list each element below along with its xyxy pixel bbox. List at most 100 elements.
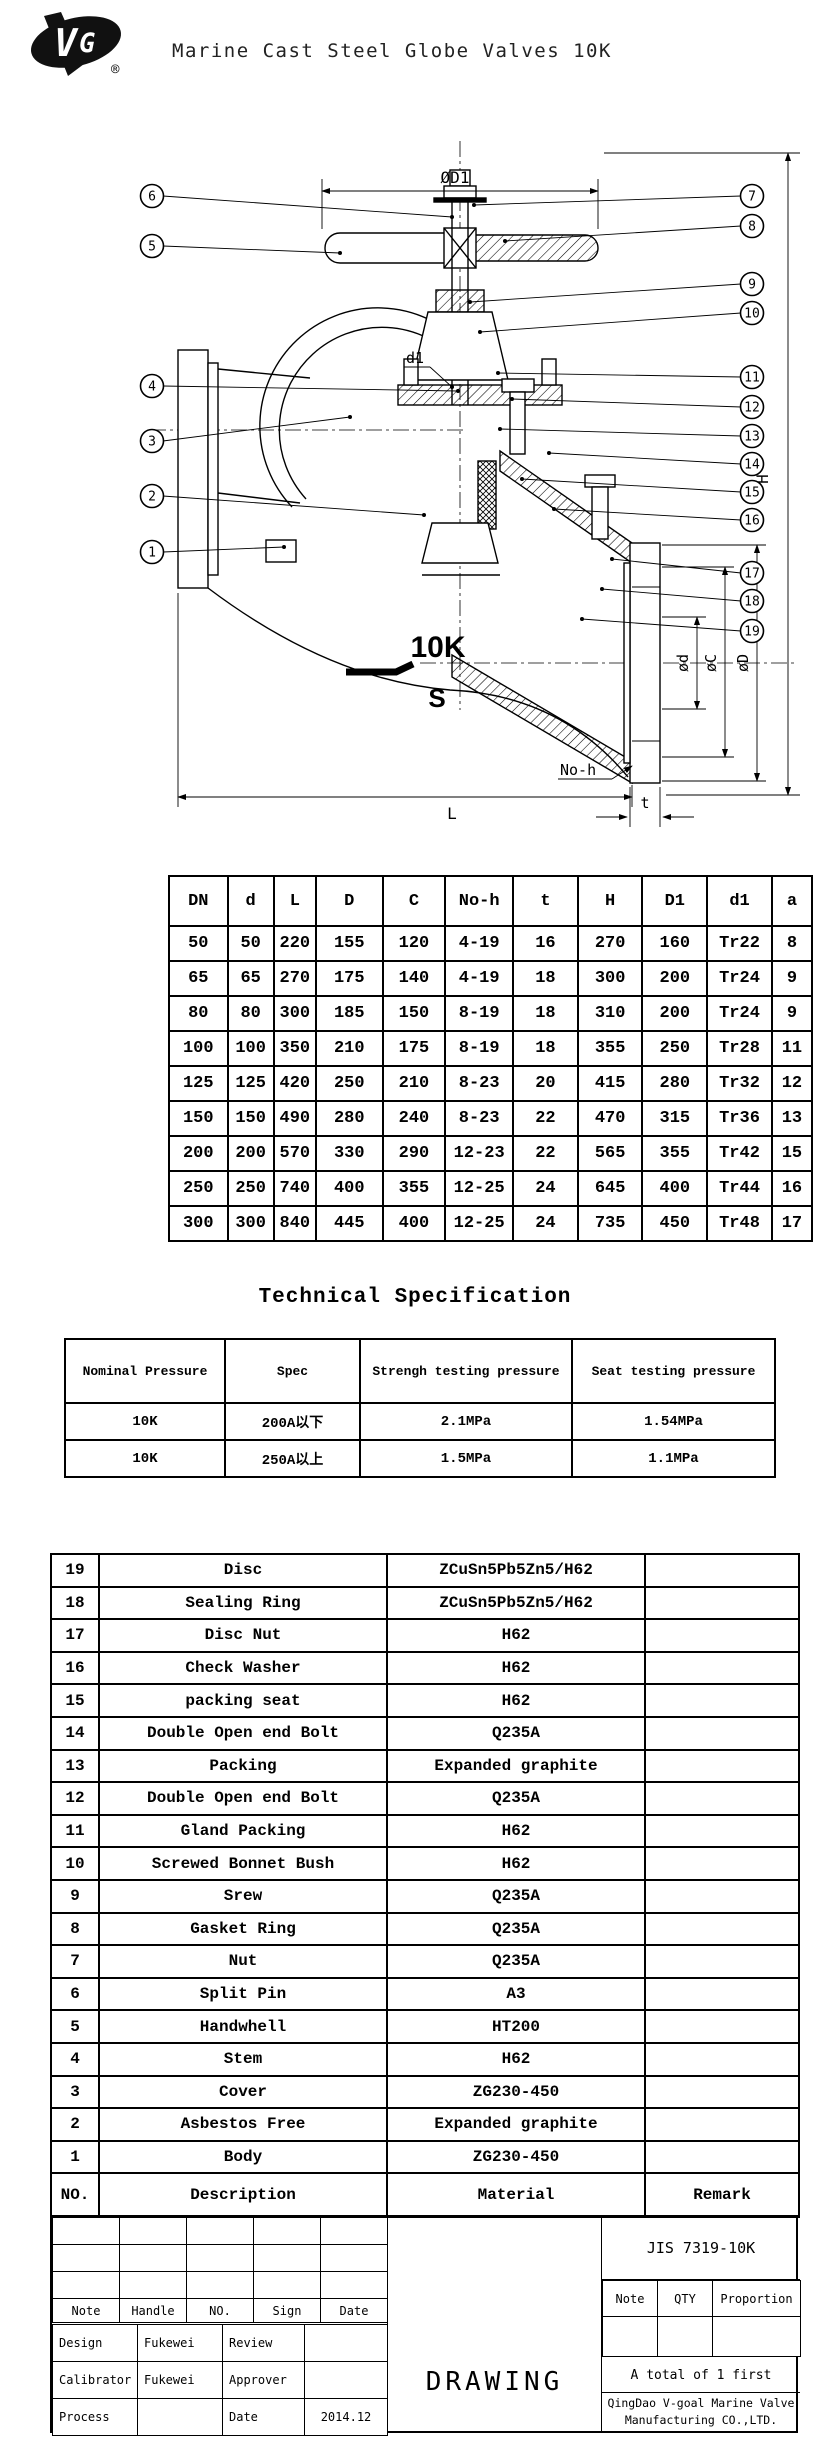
- svg-text:5: 5: [148, 240, 156, 255]
- cell: 16: [512, 925, 579, 962]
- company-line-2: Manufacturing CO.,LTD.: [624, 2413, 778, 2427]
- signature-row: Design Fukewei Review: [52, 2324, 388, 2362]
- cell: H62: [386, 1683, 646, 1718]
- callout-16: 16: [552, 507, 765, 533]
- tech-spec-row: 10K 250A以上 1.5MPa 1.1MPa: [64, 1439, 776, 1478]
- cell: 18: [512, 1030, 579, 1067]
- cell: 125: [168, 1065, 229, 1102]
- cell: 1.5MPa: [359, 1439, 573, 1478]
- dimension-header-row: DN d L D C No-h t H D1 d1 a: [168, 875, 814, 927]
- cell: 280: [314, 1100, 384, 1137]
- cell: Review: [222, 2324, 305, 2362]
- standard-label: JIS 7319-10K: [602, 2217, 800, 2280]
- cell: ZCuSn5Pb5Zn5/H62: [386, 1585, 646, 1621]
- header-cell: a: [770, 875, 814, 927]
- cell: 16: [50, 1650, 100, 1686]
- cell: 840: [272, 1205, 317, 1242]
- cell: 2: [50, 2107, 100, 2142]
- svg-text:3: 3: [148, 435, 156, 450]
- cell: Gland Packing: [98, 1813, 388, 1849]
- cell: [644, 1618, 800, 1653]
- cell: [186, 2271, 254, 2299]
- parts-row: 17 Disc Nut H62: [50, 1618, 800, 1653]
- cell: Check Washer: [98, 1650, 388, 1686]
- cell: 250: [226, 1170, 275, 1207]
- svg-text:11: 11: [744, 371, 760, 386]
- registered-mark: ®: [111, 62, 120, 78]
- cell: 250: [641, 1030, 709, 1067]
- parts-row: 11 Gland Packing H62: [50, 1813, 800, 1849]
- cell: 400: [381, 1205, 447, 1242]
- parts-list-table: 19 Disc ZCuSn5Pb5Zn5/H62 18 Sealing Ring ZCuS…: [50, 1553, 800, 2219]
- total-note: A total of 1 first: [602, 2358, 800, 2393]
- dimension-row: 150 150 490 280 240 8-23 22 470 315 Tr36 13: [168, 1100, 814, 1137]
- tech-spec-row: 10K 200A以下 2.1MPa 1.54MPa: [64, 1402, 776, 1441]
- cell: Stem: [98, 2041, 388, 2077]
- cell: [137, 2398, 223, 2436]
- cell: Split Pin: [98, 1976, 388, 2012]
- header-cell: H: [576, 875, 644, 927]
- cell: [119, 2217, 187, 2245]
- cell: [320, 2217, 388, 2245]
- cell: Q235A: [386, 1878, 646, 1914]
- cell: [644, 1878, 800, 1914]
- cell: [304, 2361, 388, 2399]
- cell: 8-19: [444, 1030, 515, 1067]
- cell: 270: [576, 925, 644, 962]
- cell: 2014.12: [304, 2398, 388, 2436]
- callout-18: 18: [600, 587, 765, 614]
- cell: 100: [168, 1030, 229, 1067]
- cell: 10: [50, 1846, 100, 1881]
- dim-label-od: ød: [674, 654, 692, 672]
- cell: [320, 2244, 388, 2272]
- dimension-row: 300 300 840 445 400 12-25 24 735 450 Tr48 17: [168, 1205, 814, 1242]
- cell: 250: [168, 1170, 229, 1207]
- cell: Double Open end Bolt: [98, 1715, 388, 1751]
- cell: 175: [314, 960, 384, 997]
- cell: 13: [50, 1748, 100, 1784]
- cell: 22: [512, 1135, 579, 1172]
- callout-13: 13: [498, 423, 765, 449]
- svg-text:4: 4: [148, 380, 156, 395]
- cell: 13: [770, 1100, 814, 1137]
- parts-row: 7 Nut Q235A: [50, 1944, 800, 1979]
- cell: 185: [314, 995, 384, 1032]
- cell: [644, 1683, 800, 1718]
- cell: 65: [226, 960, 275, 997]
- cell: 3: [50, 2074, 100, 2110]
- header-cell: d: [226, 875, 275, 927]
- svg-text:15: 15: [744, 486, 760, 501]
- svg-text:10: 10: [744, 307, 760, 322]
- revision-empty-row: [52, 2244, 388, 2272]
- cell: [304, 2324, 388, 2362]
- cell: 9: [50, 1878, 100, 1914]
- cell: 280: [641, 1065, 709, 1102]
- cell: packing seat: [98, 1683, 388, 1718]
- tech-spec-table: Nominal Pressure Spec Strengh testing pres…: [64, 1338, 776, 1478]
- dimension-row: 200 200 570 330 290 12-23 22 565 355 Tr42 15: [168, 1135, 814, 1172]
- cell: [644, 2074, 800, 2110]
- callout-11: 11: [496, 364, 765, 390]
- dim-label-t: t: [640, 794, 649, 812]
- tech-spec-header-row: Nominal Pressure Spec Strengh testing pres…: [64, 1338, 776, 1404]
- revision-grid: Note Handle NO. Sign Date: [52, 2217, 388, 2323]
- parts-row: 10 Screwed Bonnet Bush H62: [50, 1846, 800, 1881]
- cell: NO.: [186, 2298, 254, 2323]
- cell: 315: [641, 1100, 709, 1137]
- cell: 9: [770, 995, 814, 1032]
- svg-text:16: 16: [744, 514, 760, 529]
- header-cell: C: [381, 875, 447, 927]
- callout-8: 8: [503, 213, 765, 243]
- cell: ZG230-450: [386, 2139, 646, 2175]
- cell: 450: [641, 1205, 709, 1242]
- dimension-annotations: [177, 152, 800, 827]
- cell: Q235A: [386, 1944, 646, 1979]
- cell: 355: [381, 1170, 447, 1207]
- cell: ZCuSn5Pb5Zn5/H62: [386, 1553, 646, 1588]
- cell: 65: [168, 960, 229, 997]
- cell: 4-19: [444, 960, 515, 997]
- dimension-row: 100 100 350 210 175 8-19 18 355 250 Tr28 11: [168, 1030, 814, 1067]
- svg-text:G: G: [79, 28, 95, 59]
- parts-row: 19 Disc ZCuSn5Pb5Zn5/H62: [50, 1553, 800, 1588]
